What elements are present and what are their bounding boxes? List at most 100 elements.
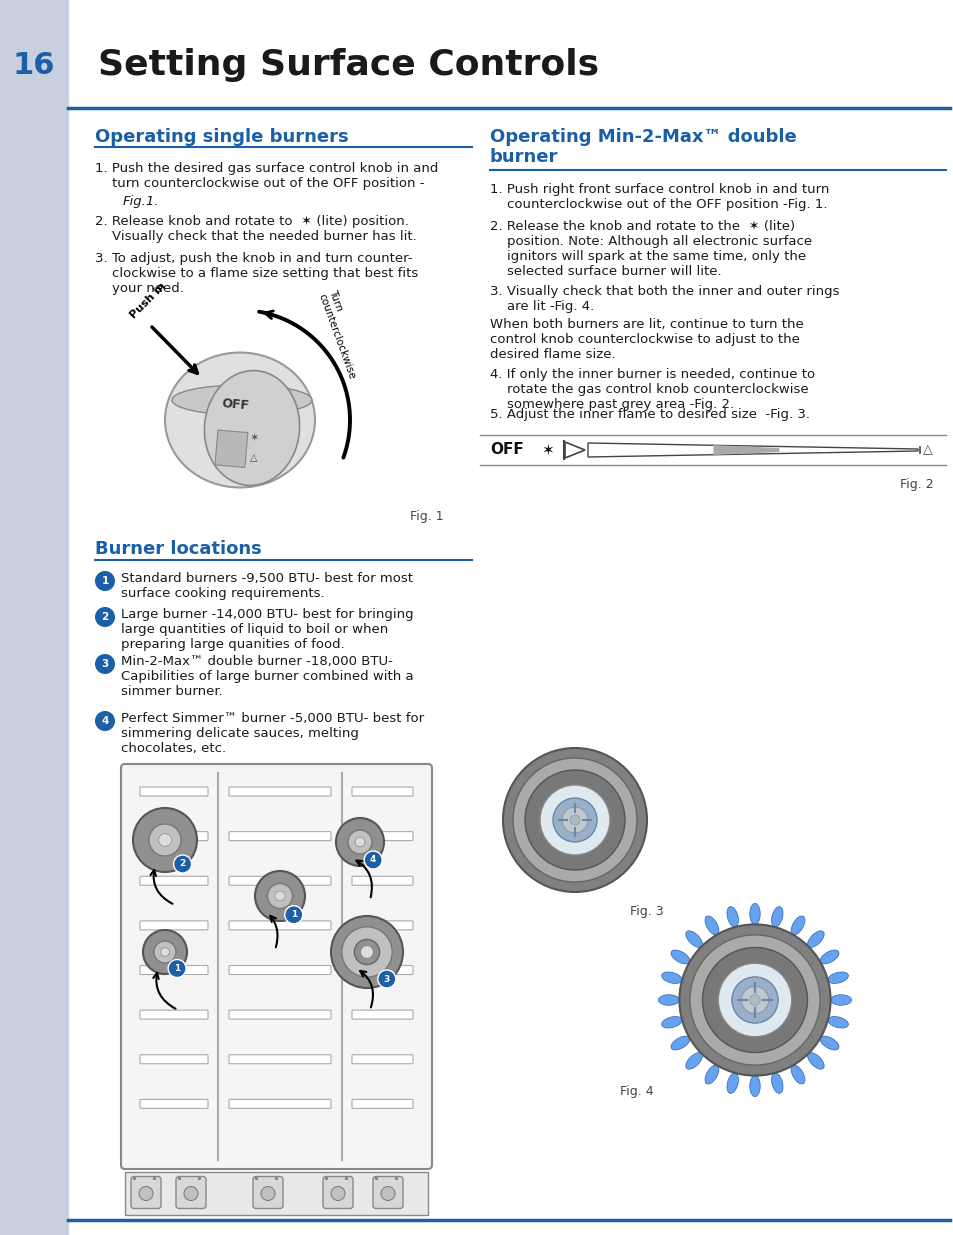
FancyBboxPatch shape [140,1010,208,1019]
Circle shape [158,834,172,846]
Text: 3: 3 [383,974,390,983]
FancyBboxPatch shape [229,831,331,841]
Ellipse shape [726,906,738,927]
FancyBboxPatch shape [229,1099,331,1108]
FancyBboxPatch shape [175,1177,206,1209]
Circle shape [95,606,115,627]
Text: 1. Push the desired gas surface control knob in and
    turn counterclockwise ou: 1. Push the desired gas surface control … [95,162,438,205]
Circle shape [153,941,175,963]
Text: 2: 2 [101,613,109,622]
Text: Setting Surface Controls: Setting Surface Controls [98,48,598,82]
Circle shape [524,769,624,869]
Ellipse shape [790,916,804,935]
Polygon shape [587,443,917,457]
Circle shape [360,946,373,958]
Circle shape [553,798,597,842]
Text: 2: 2 [179,860,186,868]
Ellipse shape [830,994,851,1005]
Circle shape [254,871,305,921]
Text: 5. Adjust the inner flame to desired size  -Fig. 3.: 5. Adjust the inner flame to desired siz… [490,408,809,421]
Ellipse shape [771,1073,782,1093]
Text: Push in: Push in [128,280,168,320]
Bar [0,0,68,1235]
Circle shape [184,1187,198,1200]
Circle shape [539,785,609,855]
FancyBboxPatch shape [352,877,413,885]
Bar [395,1177,397,1179]
Circle shape [331,1187,345,1200]
Text: OFF: OFF [490,442,523,457]
FancyBboxPatch shape [373,1177,402,1209]
FancyBboxPatch shape [131,1177,161,1209]
Text: Fig. 4: Fig. 4 [619,1086,653,1098]
Bar [274,1177,277,1179]
Bar [178,1177,181,1179]
Circle shape [274,890,285,902]
Text: Operating Min-2-Max™ double: Operating Min-2-Max™ double [490,128,796,146]
FancyBboxPatch shape [352,831,413,841]
Circle shape [95,571,115,592]
Circle shape [95,655,115,674]
Circle shape [377,969,395,988]
Circle shape [139,1187,152,1200]
Text: Fig.1.: Fig.1. [123,195,159,207]
Ellipse shape [658,994,679,1005]
Text: △: △ [923,443,932,457]
FancyBboxPatch shape [229,1055,331,1063]
Bar [152,1177,156,1179]
FancyBboxPatch shape [140,1099,208,1108]
Text: Min-2-Max™ double burner -18,000 BTU-
Capibilities of large burner combined with: Min-2-Max™ double burner -18,000 BTU- Ca… [121,655,414,698]
Circle shape [689,935,820,1065]
FancyBboxPatch shape [121,764,432,1170]
Circle shape [569,815,579,825]
FancyBboxPatch shape [323,1177,353,1209]
Bar [198,1177,201,1179]
Ellipse shape [670,1036,689,1050]
Circle shape [718,963,791,1036]
Text: ✶: ✶ [541,442,554,457]
Circle shape [364,851,382,869]
Text: Fig. 2: Fig. 2 [899,478,933,492]
Circle shape [284,905,302,924]
Bar [125,1172,428,1215]
Text: 1: 1 [101,576,109,585]
Text: Fig. 1: Fig. 1 [410,510,443,522]
Circle shape [132,808,196,872]
Bar [132,1177,136,1179]
Circle shape [160,947,170,956]
FancyBboxPatch shape [140,787,208,797]
Text: Standard burners -9,500 BTU- best for most
surface cooking requirements.: Standard burners -9,500 BTU- best for mo… [121,572,413,600]
Circle shape [331,916,402,988]
Circle shape [267,883,293,909]
Ellipse shape [661,972,681,983]
Ellipse shape [726,1073,738,1093]
Ellipse shape [661,1016,681,1028]
Text: Burner locations: Burner locations [95,540,261,558]
Text: Turn
counterclockwise: Turn counterclockwise [316,288,368,380]
Circle shape [95,711,115,731]
Circle shape [679,925,830,1076]
Circle shape [513,758,637,882]
Text: △: △ [250,453,257,463]
FancyBboxPatch shape [352,966,413,974]
Text: Fig. 3: Fig. 3 [629,905,663,918]
Text: 3. To adjust, push the knob in and turn counter-
    clockwise to a flame size s: 3. To adjust, push the knob in and turn … [95,252,417,295]
Circle shape [355,837,364,847]
Ellipse shape [807,931,823,947]
Text: Perfect Simmer™ burner -5,000 BTU- best for
simmering delicate sauces, melting
c: Perfect Simmer™ burner -5,000 BTU- best … [121,713,424,755]
Bar [325,1177,328,1179]
Ellipse shape [827,972,847,983]
FancyBboxPatch shape [352,1055,413,1063]
Ellipse shape [204,370,299,485]
Circle shape [354,940,379,965]
Circle shape [173,855,192,873]
Text: ✶: ✶ [250,433,259,443]
Circle shape [740,987,768,1014]
Ellipse shape [827,1016,847,1028]
Text: 1. Push right front surface control knob in and turn
    counterclockwise out of: 1. Push right front surface control knob… [490,183,828,211]
Circle shape [701,947,806,1052]
Text: Large burner -14,000 BTU- best for bringing
large quantities of liquid to boil o: Large burner -14,000 BTU- best for bring… [121,608,414,651]
Ellipse shape [749,903,760,925]
Text: 4: 4 [370,856,376,864]
Ellipse shape [820,1036,838,1050]
